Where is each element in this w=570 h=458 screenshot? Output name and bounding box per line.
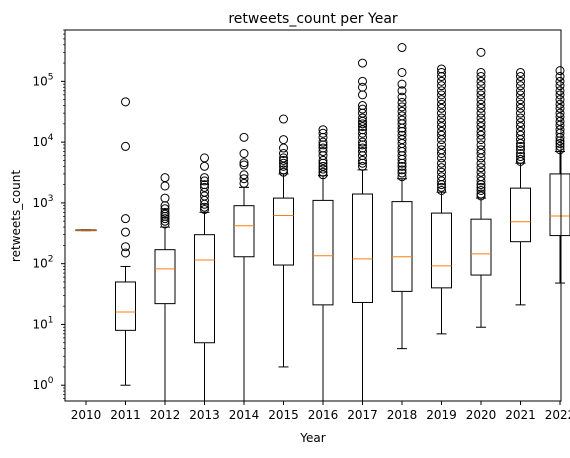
outlier-point [240, 133, 248, 141]
y-tick-label: 105 [32, 72, 53, 88]
outlier-point [517, 114, 525, 122]
outlier-point [240, 150, 248, 158]
outlier-point [477, 96, 485, 104]
x-axis-label: Year [299, 431, 325, 445]
box [511, 188, 531, 242]
outlier-point [122, 228, 130, 236]
box [392, 202, 412, 292]
x-tick-label: 2021 [505, 408, 536, 422]
box [471, 219, 491, 275]
outlier-point [398, 68, 406, 76]
outlier-point [556, 73, 564, 81]
x-tick-label: 2015 [268, 408, 299, 422]
outlier-point [438, 109, 446, 117]
box [155, 250, 175, 304]
outlier-point [280, 136, 288, 144]
outlier-point [556, 96, 564, 104]
box [234, 206, 254, 257]
x-tick-label: 2018 [387, 408, 418, 422]
box [274, 198, 294, 265]
outlier-point [161, 194, 169, 202]
box [195, 235, 215, 343]
y-axis-label: retweets_count [9, 170, 23, 262]
outlier-point [201, 162, 209, 170]
box [550, 174, 570, 236]
outlier-point [477, 114, 485, 122]
x-tick-label: 2014 [229, 408, 260, 422]
outlier-point [280, 115, 288, 123]
box [432, 213, 452, 288]
y-tick-label: 103 [32, 194, 53, 210]
outlier-point [477, 109, 485, 117]
outlier-point [359, 59, 367, 67]
x-tick-label: 2013 [189, 408, 220, 422]
outlier-point [438, 114, 446, 122]
outlier-point [477, 48, 485, 56]
y-tick-label: 102 [32, 255, 53, 271]
chart-title: retweets_count per Year [228, 11, 398, 27]
x-tick-label: 2017 [347, 408, 378, 422]
outlier-point [398, 44, 406, 52]
outlier-point [122, 249, 130, 257]
x-tick-label: 2020 [466, 408, 497, 422]
x-tick-label: 2012 [150, 408, 181, 422]
x-tick-label: 2022 [545, 408, 570, 422]
y-tick-label: 100 [32, 376, 53, 392]
outlier-point [438, 141, 446, 149]
plot-area: 100 101 102 103 104 105 2010 2011 2012 2013 2014 20… [32, 30, 570, 422]
box [116, 282, 136, 330]
x-tick-label: 2010 [71, 408, 102, 422]
outlier-point [240, 179, 248, 187]
x-tick-label: 2016 [308, 408, 339, 422]
outlier-point [477, 141, 485, 149]
outlier-point [122, 98, 130, 106]
x-tick-label: 2011 [110, 408, 141, 422]
outlier-point [201, 154, 209, 162]
outlier-point [161, 182, 169, 190]
outlier-point [122, 215, 130, 223]
box [353, 194, 373, 302]
outlier-point [517, 109, 525, 117]
x-tick-label: 2019 [426, 408, 457, 422]
outlier-point [359, 83, 367, 91]
box [313, 200, 333, 304]
outlier-point [122, 142, 130, 150]
outlier-point [359, 91, 367, 99]
y-tick-label: 104 [32, 133, 53, 149]
outlier-point [438, 96, 446, 104]
outlier-point [517, 96, 525, 104]
outlier-point [161, 174, 169, 182]
y-tick-label: 101 [32, 315, 53, 331]
